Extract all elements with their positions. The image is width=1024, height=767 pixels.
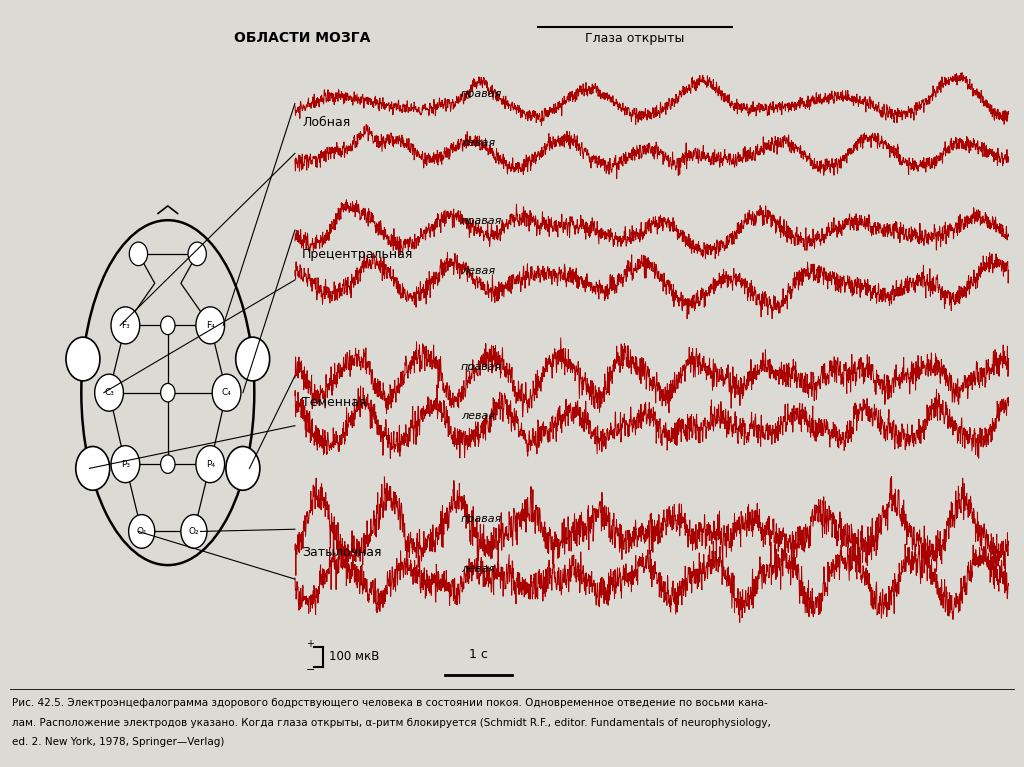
Circle shape (94, 374, 124, 411)
Text: P₄: P₄ (206, 459, 215, 469)
Circle shape (226, 446, 260, 490)
Circle shape (196, 307, 224, 344)
Text: Лобная: Лобная (302, 117, 350, 129)
Text: Рис. 42.5. Электроэнцефалограмма здорового бодрствующего человека в состоянии по: Рис. 42.5. Электроэнцефалограмма здорово… (12, 697, 768, 708)
Text: C₃: C₃ (104, 388, 114, 397)
Circle shape (66, 337, 100, 381)
Circle shape (161, 455, 175, 473)
Text: правая: правая (461, 88, 502, 99)
Text: 1 с: 1 с (469, 648, 488, 661)
Text: правая: правая (461, 514, 502, 525)
Circle shape (161, 384, 175, 402)
Circle shape (188, 242, 206, 265)
Circle shape (212, 374, 241, 411)
Text: Прецентральная: Прецентральная (302, 249, 414, 261)
Text: левая: левая (461, 411, 495, 422)
Circle shape (196, 446, 224, 482)
Text: C₄: C₄ (221, 388, 231, 397)
Circle shape (111, 446, 139, 482)
Text: ed. 2. New York, 1978, Springer—Verlag): ed. 2. New York, 1978, Springer—Verlag) (12, 737, 224, 748)
Text: правая: правая (461, 361, 502, 372)
Text: O₁: O₁ (136, 527, 147, 536)
Circle shape (129, 242, 147, 265)
Text: O₂: O₂ (188, 527, 200, 536)
Circle shape (236, 337, 269, 381)
Text: левая: левая (461, 138, 495, 149)
Text: F₄: F₄ (206, 321, 215, 330)
Text: правая: правая (461, 216, 502, 226)
Circle shape (161, 316, 175, 334)
Text: лам. Расположение электродов указано. Когда глаза открыты, α-ритм блокируется (S: лам. Расположение электродов указано. Ко… (12, 717, 771, 728)
Text: левая: левая (461, 564, 495, 574)
Circle shape (76, 446, 110, 490)
Text: F₃: F₃ (121, 321, 130, 330)
Text: Затылочная: Затылочная (302, 546, 382, 558)
Circle shape (111, 307, 139, 344)
Text: Теменная: Теменная (302, 397, 367, 409)
Text: ОБЛАСТИ МОЗГА: ОБЛАСТИ МОЗГА (233, 31, 371, 45)
Text: P₃: P₃ (121, 459, 130, 469)
Text: +: + (306, 639, 314, 650)
Text: левая: левая (461, 265, 495, 276)
Circle shape (129, 515, 155, 548)
Text: −: − (305, 664, 315, 675)
Circle shape (181, 515, 207, 548)
Text: Глаза открыты: Глаза открыты (585, 32, 685, 44)
Text: 100 мкВ: 100 мкВ (329, 650, 379, 663)
